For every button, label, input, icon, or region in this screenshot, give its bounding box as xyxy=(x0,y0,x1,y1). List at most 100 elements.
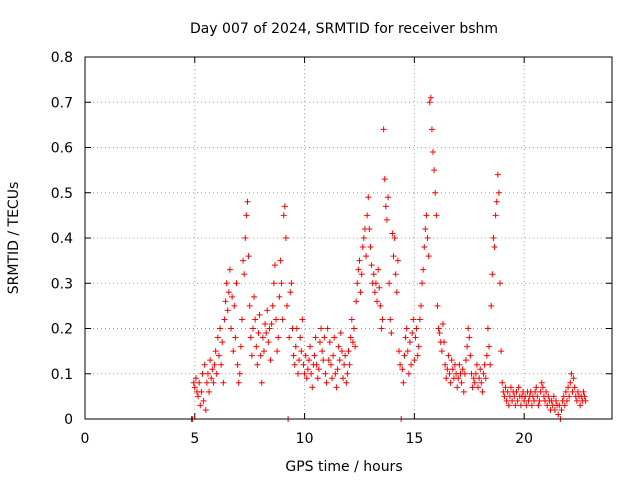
data-point xyxy=(213,370,220,377)
data-point xyxy=(487,361,494,368)
data-point xyxy=(543,388,550,395)
data-point xyxy=(251,293,258,300)
data-point xyxy=(525,397,532,404)
data-point xyxy=(219,339,226,346)
data-point xyxy=(582,397,589,404)
data-point xyxy=(315,366,322,373)
data-point xyxy=(201,361,208,368)
data-point xyxy=(290,352,297,359)
data-point xyxy=(348,316,355,323)
data-point xyxy=(448,357,455,364)
data-point xyxy=(288,280,295,287)
data-point xyxy=(333,384,340,391)
data-point xyxy=(571,384,578,391)
data-point xyxy=(553,397,560,404)
data-point xyxy=(560,393,567,400)
data-point xyxy=(470,375,477,382)
data-point xyxy=(293,325,300,332)
data-point xyxy=(469,384,476,391)
data-point xyxy=(366,225,373,232)
data-point xyxy=(198,388,205,395)
data-point xyxy=(462,357,469,364)
y-tick-label: 0.5 xyxy=(51,186,73,202)
data-point xyxy=(268,320,275,327)
data-point xyxy=(479,388,486,395)
data-point xyxy=(378,325,385,332)
data-point xyxy=(353,298,360,305)
data-point xyxy=(248,352,255,359)
data-point xyxy=(471,379,478,386)
data-points xyxy=(188,94,589,422)
data-point xyxy=(410,316,417,323)
data-point xyxy=(408,361,415,368)
data-point xyxy=(313,361,320,368)
y-tick-label: 0 xyxy=(64,412,73,428)
data-point xyxy=(282,235,289,241)
data-point xyxy=(209,366,216,373)
data-point xyxy=(391,235,398,241)
data-point xyxy=(413,325,420,332)
data-point xyxy=(374,298,381,305)
data-point xyxy=(401,352,408,359)
data-point xyxy=(225,289,232,296)
data-point xyxy=(363,253,370,260)
data-point xyxy=(275,334,282,341)
data-point xyxy=(447,379,454,386)
data-point xyxy=(386,280,393,287)
data-point xyxy=(372,280,379,287)
data-point xyxy=(271,262,278,269)
data-point xyxy=(258,379,265,386)
data-point xyxy=(416,316,423,323)
data-point xyxy=(415,343,422,350)
data-point xyxy=(399,366,406,373)
data-point xyxy=(436,330,443,337)
data-point xyxy=(573,397,580,404)
data-point xyxy=(379,316,386,323)
data-point xyxy=(482,375,489,382)
data-point xyxy=(264,307,271,314)
data-point xyxy=(444,366,451,373)
data-point xyxy=(412,334,419,341)
data-point xyxy=(456,361,463,368)
data-point xyxy=(567,379,574,386)
data-point xyxy=(492,212,499,219)
data-point xyxy=(475,384,482,391)
x-axis-label: GPS time / hours xyxy=(285,459,402,475)
data-point xyxy=(420,266,427,273)
data-point xyxy=(405,370,412,377)
data-point xyxy=(231,302,238,309)
data-point xyxy=(256,311,263,318)
data-point xyxy=(515,384,522,391)
data-point xyxy=(237,343,244,350)
data-point xyxy=(253,343,260,350)
data-point xyxy=(536,397,543,404)
data-point xyxy=(327,361,334,368)
data-point xyxy=(435,325,442,332)
data-point xyxy=(347,334,354,341)
data-point xyxy=(421,244,428,251)
data-point xyxy=(433,212,440,219)
data-point xyxy=(523,402,530,409)
y-tick-label: 0.4 xyxy=(51,231,73,247)
data-point xyxy=(247,334,254,341)
data-point xyxy=(203,379,210,386)
data-point xyxy=(191,384,198,391)
data-point xyxy=(486,343,493,350)
data-point xyxy=(320,357,327,364)
data-point xyxy=(387,316,394,323)
data-point xyxy=(539,384,546,391)
data-point xyxy=(259,334,266,341)
data-point xyxy=(242,235,249,241)
data-point xyxy=(356,257,363,264)
data-point xyxy=(365,194,372,201)
data-point xyxy=(465,325,472,332)
data-point xyxy=(277,257,284,264)
data-point xyxy=(284,302,291,309)
data-point xyxy=(488,302,495,309)
data-point xyxy=(229,293,236,300)
data-point xyxy=(303,375,310,382)
data-point xyxy=(489,271,496,278)
data-point xyxy=(301,370,308,377)
axis-tick-labels: 0 0.1 0.2 0.3 0.4 0.5 0.6 0.7 0.8 0 5 10 15 20 xyxy=(51,50,533,447)
data-point xyxy=(331,334,338,341)
